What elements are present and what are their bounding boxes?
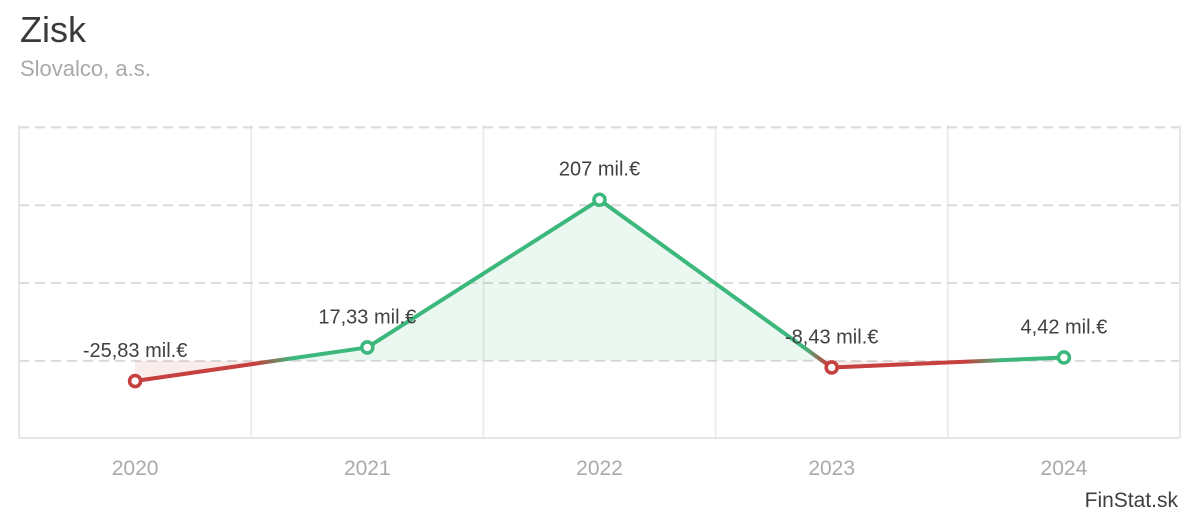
- point-label-2021: 17,33 mil.€: [318, 306, 416, 328]
- company-subtitle: Slovalco, a.s.: [20, 55, 151, 81]
- data-point-2023[interactable]: [824, 360, 840, 375]
- page-title: Zisk: [20, 9, 86, 50]
- point-label-2022: 207 mil.€: [559, 159, 640, 181]
- point-label-2023: -8,43 mil.€: [785, 326, 878, 348]
- positive-area-fill: [274, 199, 823, 361]
- data-point-2020[interactable]: [127, 373, 143, 389]
- x-axis-label-2021: 2021: [344, 457, 391, 480]
- data-point-2024[interactable]: [1056, 350, 1072, 365]
- line-segment-2022-2023: [597, 197, 834, 370]
- x-axis-label-2024: 2024: [1041, 457, 1088, 480]
- line-segment-2021-2022: [365, 197, 602, 350]
- x-axis-label-2022: 2022: [576, 457, 623, 480]
- x-axis-label-2020: 2020: [112, 457, 159, 480]
- line-segment-2020-2021: [133, 345, 370, 384]
- data-point-2022[interactable]: [592, 192, 607, 208]
- data-point-2021[interactable]: [359, 340, 375, 355]
- point-label-2020: -25,83 mil.€: [83, 340, 188, 362]
- line-segment-2023-2024: [829, 355, 1066, 370]
- finstat-link[interactable]: FinStat.sk: [1084, 489, 1178, 512]
- point-label-2024: 4,42 mil.€: [1021, 316, 1108, 338]
- chart-header: Zisk Slovalco, a.s.: [20, 10, 151, 82]
- x-axis-label-2023: 2023: [808, 457, 855, 480]
